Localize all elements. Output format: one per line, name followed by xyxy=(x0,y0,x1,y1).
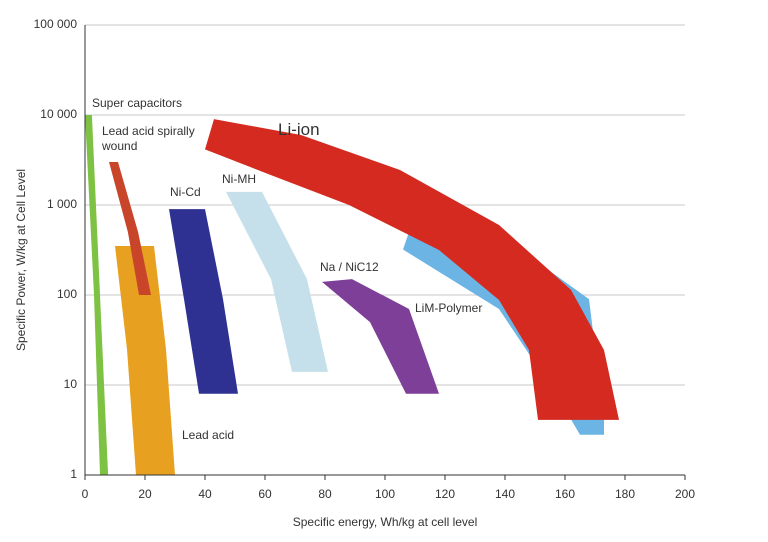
region-label: Ni-MH xyxy=(222,172,256,186)
y-tick-label: 100 xyxy=(57,287,77,301)
y-tick-label: 10 000 xyxy=(40,107,77,121)
region xyxy=(205,119,619,420)
x-tick-label: 120 xyxy=(435,487,455,501)
x-tick-label: 100 xyxy=(375,487,395,501)
region xyxy=(85,115,109,475)
region-label: Li-ion xyxy=(278,120,320,139)
region-label: Lead acid xyxy=(182,428,235,442)
region-label: Ni-Cd xyxy=(170,185,201,199)
x-tick-label: 80 xyxy=(318,487,332,501)
x-tick-label: 40 xyxy=(198,487,212,501)
region-label: Na / NiC12 xyxy=(320,260,379,274)
y-tick-label: 1 xyxy=(70,467,77,481)
region xyxy=(226,191,328,372)
x-tick-label: 60 xyxy=(258,487,272,501)
y-tick-label: 1 000 xyxy=(47,197,77,211)
x-tick-label: 140 xyxy=(495,487,515,501)
x-axis-label: Specific energy, Wh/kg at cell level xyxy=(293,515,478,529)
region xyxy=(169,209,238,394)
y-tick-label: 100 000 xyxy=(34,17,78,31)
x-tick-label: 200 xyxy=(675,487,695,501)
region-label: Super capacitors xyxy=(92,96,183,110)
region xyxy=(115,246,175,475)
region-label: Lead acid spirally wound xyxy=(102,124,195,153)
region xyxy=(109,162,151,295)
x-tick-label: 160 xyxy=(555,487,575,501)
x-tick-label: 20 xyxy=(138,487,152,501)
y-tick-label: 10 xyxy=(64,377,78,391)
region-label: LiM-Polymer xyxy=(415,301,483,315)
x-tick-label: 0 xyxy=(82,487,89,501)
region xyxy=(322,279,439,394)
x-tick-label: 180 xyxy=(615,487,635,501)
y-axis-label: Specific Power, W/kg at Cell Level xyxy=(14,169,28,351)
